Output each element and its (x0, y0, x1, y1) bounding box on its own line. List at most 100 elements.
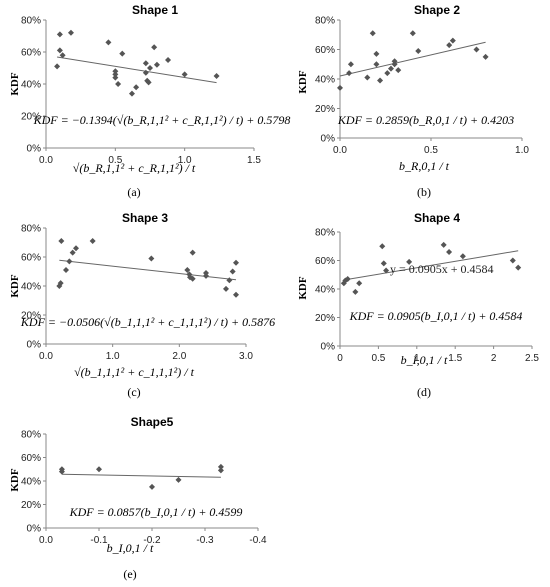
data-point (395, 67, 402, 74)
data-point (356, 280, 363, 287)
data-point (54, 63, 61, 70)
data-point (128, 90, 135, 97)
data-point (344, 276, 351, 283)
x-tick-label: 2 (491, 353, 497, 364)
y-axis-label: KDF (9, 72, 21, 96)
y-axis-label: KDF (297, 70, 309, 94)
data-point (133, 84, 140, 91)
y-tick-label: 80% (21, 16, 41, 27)
data-point (189, 249, 196, 256)
chart-title: Shape5 (131, 415, 174, 429)
data-point (67, 29, 74, 36)
y-axis-label: KDF (297, 276, 309, 300)
trend-line (61, 473, 221, 478)
data-point (58, 238, 65, 245)
x-tick-label: 0.0 (39, 351, 53, 362)
data-point (165, 57, 172, 63)
y-tick-label: 0% (27, 524, 42, 535)
data-point (112, 71, 119, 78)
data-point (233, 259, 239, 266)
data-point (515, 264, 522, 271)
y-tick-label: 40% (21, 80, 41, 91)
data-point (213, 73, 220, 79)
y-tick-label: 20% (21, 311, 41, 322)
x-axis-label: √(b_R,1,1² + c_R,1,1²) / t (73, 161, 196, 175)
regression-equation: KDF = 0.2859(b_R,0,1 / t) + 0.4203 (337, 113, 514, 127)
data-point (391, 61, 398, 68)
data-point (459, 253, 466, 260)
y-tick-label: 80% (315, 228, 335, 239)
data-point (226, 277, 233, 284)
x-tick-label: -0.4 (249, 535, 267, 546)
data-point (73, 245, 79, 252)
data-point (346, 70, 353, 77)
chart-panel-2: 0% 20% 40% 60% 80% 0.0 0.5 1.0 Shape 2 KDF KDF = 0… (297, 3, 529, 199)
data-point (189, 275, 196, 282)
chart-panel-5: 0% 20% 40% 60% 80% 0.0 -0.1 -0.2 -0.3 -0.4 Shape5 K… (9, 415, 267, 581)
chart-title: Shape 1 (132, 3, 178, 17)
data-point (217, 463, 224, 470)
y-tick-label: 40% (21, 282, 41, 293)
data-point (347, 61, 354, 68)
y-tick-label: 20% (21, 500, 41, 511)
data-point (482, 53, 489, 60)
regression-equation: KDF = 0.0857(b_I,0,1 / t) + 0.4599 (69, 505, 243, 519)
data-point (406, 258, 413, 265)
data-point (149, 483, 155, 490)
data-point (383, 267, 390, 274)
data-point (153, 61, 160, 68)
data-point (373, 50, 380, 57)
y-tick-label: 20% (315, 104, 335, 115)
x-axis-label: √(b_1,1,1² + c_1,1,1²) / t (74, 365, 195, 379)
chart-title: Shape 3 (122, 211, 168, 225)
data-point (440, 241, 447, 248)
y-tick-label: 60% (21, 453, 41, 464)
data-point (181, 71, 188, 78)
y-tick-label: 40% (21, 477, 41, 488)
data-point (379, 243, 386, 250)
panel-caption: (d) (417, 385, 431, 399)
x-tick-label: -0.1 (90, 535, 108, 546)
data-point (337, 84, 343, 91)
data-point (203, 272, 209, 279)
data-point (415, 47, 422, 54)
trend-line (343, 250, 519, 281)
x-tick-label: -0.2 (143, 535, 161, 546)
data-point (63, 267, 69, 274)
chart-title: Shape 4 (414, 211, 460, 225)
data-point (175, 476, 182, 483)
data-point (148, 255, 155, 262)
y-tick-label: 60% (315, 45, 335, 56)
x-tick-label: 1.0 (178, 155, 192, 166)
panel-caption: (b) (417, 185, 431, 199)
x-tick-label: 1.0 (515, 145, 529, 156)
y-tick-label: 60% (21, 48, 41, 59)
data-point (409, 30, 416, 37)
trend-line (339, 41, 486, 77)
data-point (184, 267, 191, 274)
x-tick-label: 0 (337, 353, 343, 364)
data-point (142, 60, 149, 67)
panel-caption: (a) (127, 185, 140, 199)
data-point (66, 258, 73, 265)
x-tick-label: 1.5 (448, 353, 462, 364)
x-tick-label: 0.5 (424, 145, 438, 156)
x-tick-label: 3.0 (239, 351, 253, 362)
y-tick-label: 0% (321, 342, 336, 353)
y-axis-label: KDF (9, 274, 21, 298)
y-tick-label: 60% (315, 256, 335, 267)
data-point (377, 77, 384, 84)
chart-title: Shape 2 (414, 3, 460, 17)
data-point (56, 31, 63, 38)
data-point (380, 260, 387, 267)
x-tick-label: 1.5 (247, 155, 261, 166)
y-tick-label: 40% (315, 75, 335, 86)
regression-equation: KDF = −0.1394(√(b_R,1,1² + c_R,1,1²) / t… (33, 113, 291, 127)
x-tick-label: 0.5 (371, 353, 385, 364)
trend-line (59, 259, 237, 281)
x-tick-label: -0.3 (196, 535, 214, 546)
y-tick-label: 80% (315, 16, 335, 27)
data-point (387, 65, 394, 72)
x-tick-label: 1 (414, 353, 420, 364)
